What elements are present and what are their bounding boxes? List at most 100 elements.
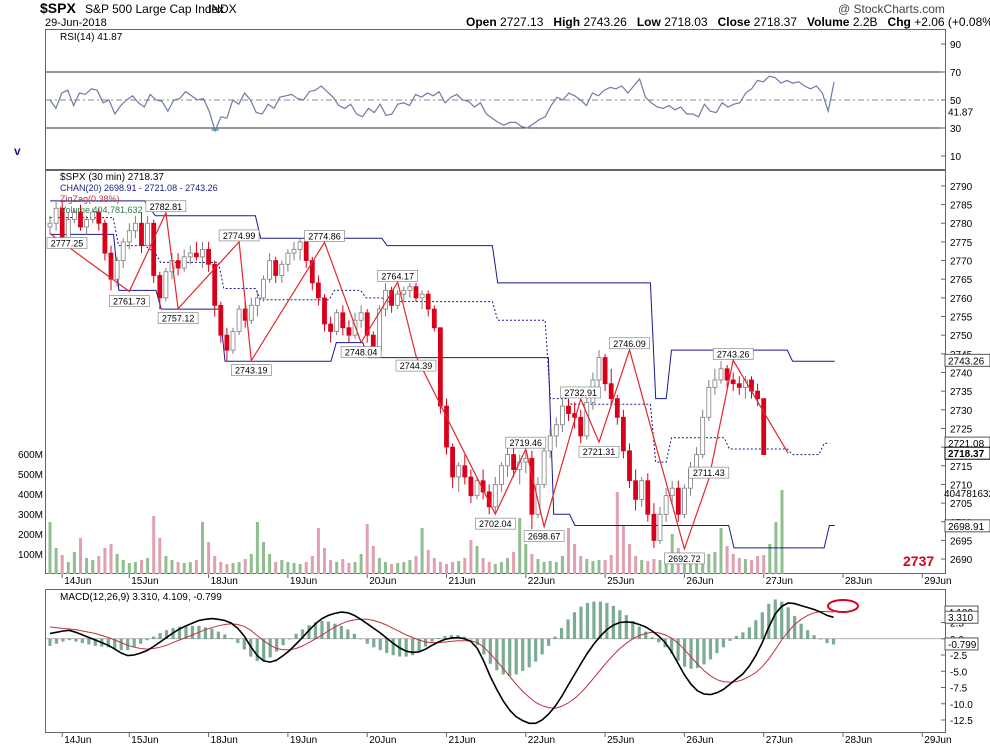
candle-body [96, 211, 102, 224]
price-label-box [578, 445, 620, 458]
x-tick-label: 20Jun [369, 735, 396, 744]
macd-line [49, 602, 834, 725]
price-label-box [231, 364, 272, 376]
price-flag-box [944, 353, 990, 367]
volume-value: 2.2B [852, 15, 878, 29]
volume-bar [341, 559, 345, 574]
candle-body [718, 368, 724, 381]
macd-histogram-bar [812, 635, 816, 639]
candle-body [279, 263, 285, 276]
macd-tick-label: -12.5 [950, 716, 973, 727]
volume-bar [548, 561, 552, 574]
macd-histogram-bar [352, 633, 356, 639]
volume-bar [512, 552, 516, 574]
price-tick-label: 2740 [950, 369, 973, 380]
chan-legend: CHAN(20) 2698.91 - 2721.08 - 2743.26 [60, 183, 218, 193]
volume-bars [48, 490, 784, 574]
volume-tick-label: 300M [18, 510, 43, 521]
volume-bar [231, 563, 235, 574]
volume-bar [164, 556, 168, 574]
volume-label: Volume [807, 15, 850, 29]
candle-body [145, 222, 151, 247]
price-label-box [505, 436, 547, 449]
macd-histogram-bar [818, 638, 823, 640]
volume-bar [353, 562, 357, 574]
price-candles [47, 200, 767, 548]
price-label-box [395, 359, 437, 372]
volume-bar [140, 560, 143, 574]
volume-bar [536, 559, 540, 574]
x-tick-label: 28Jun [845, 735, 872, 744]
macd-histogram-bar [618, 610, 622, 639]
volume-bar [737, 558, 741, 574]
macd-histogram-bar [411, 638, 415, 656]
candle-body [700, 416, 706, 455]
macd-tick-label: -5.0 [950, 667, 968, 678]
candle-body [578, 416, 584, 437]
volume-bar [371, 546, 375, 574]
volume-bar [188, 562, 192, 574]
macd-histogram-bar [475, 638, 479, 646]
candle-body [437, 327, 443, 407]
macd-histogram-bar [462, 636, 467, 639]
candle-body [407, 286, 413, 291]
candle-body [541, 450, 547, 485]
candle-body [675, 487, 681, 515]
volume-bar [127, 563, 131, 574]
volume-bar [560, 556, 564, 574]
volume-tick-label: 100M [18, 550, 43, 561]
candle-body [139, 222, 144, 247]
macd-histogram-bar [449, 635, 454, 639]
price-tick-label: 2730 [950, 406, 973, 417]
x-tick-label: 14Jun [64, 735, 91, 744]
volume-bar [292, 563, 296, 574]
macd-histogram-bar [754, 620, 758, 639]
volume-bar [658, 560, 662, 574]
macd-histogram-bar [657, 638, 661, 643]
x-tick-label: 27Jun [766, 576, 793, 587]
candle-body [511, 454, 517, 470]
volume-bar [79, 538, 82, 574]
macd-histogram-bar [307, 625, 311, 639]
rsi-tick-label: 50 [950, 96, 962, 107]
volume-bar [591, 561, 595, 574]
macd-histogram-bar [326, 621, 331, 639]
price-label-text: 2743.19 [235, 366, 268, 376]
collapse-chevron-icon[interactable]: v [14, 144, 21, 158]
volume-bar [243, 559, 247, 574]
volume-bar [176, 562, 180, 574]
volume-bar [719, 528, 723, 574]
candle-body [389, 290, 395, 306]
candle-body [175, 260, 181, 269]
price-label-box [609, 337, 650, 350]
candle-body [462, 465, 468, 478]
price-label-text: 2698.67 [528, 532, 561, 542]
volume-bar [329, 560, 333, 574]
volume-bar [414, 556, 418, 574]
volume-bar [426, 550, 430, 574]
macd-histogram-bar [598, 601, 603, 639]
macd-histogram-bar [223, 634, 227, 639]
macd-histogram-bar [572, 612, 577, 639]
x-tick-label: 22Jun [528, 735, 555, 744]
macd-histogram-bar [559, 628, 564, 639]
macd-histogram-bar [799, 623, 803, 639]
macd-crossover-highlight [827, 599, 859, 613]
macd-histogram-bar [294, 633, 298, 639]
volume-bar [579, 556, 583, 574]
macd-histogram-bar [339, 625, 343, 639]
macd-tick-label: 2.5 [950, 619, 964, 630]
header-symbol: $SPX [40, 0, 76, 16]
price-label-box [523, 530, 565, 543]
volume-bar [323, 548, 326, 574]
macd-histogram-bar [579, 606, 583, 639]
rsi-series [49, 75, 835, 133]
macd-histogram-bar [275, 638, 279, 652]
volume-bar [146, 558, 150, 574]
candle-body [114, 260, 120, 280]
macd-histogram-bar [391, 638, 395, 656]
candle-body [334, 312, 340, 332]
macd-histogram-bar [670, 638, 674, 654]
volume-bar [182, 563, 186, 574]
volume-bar [542, 562, 546, 574]
